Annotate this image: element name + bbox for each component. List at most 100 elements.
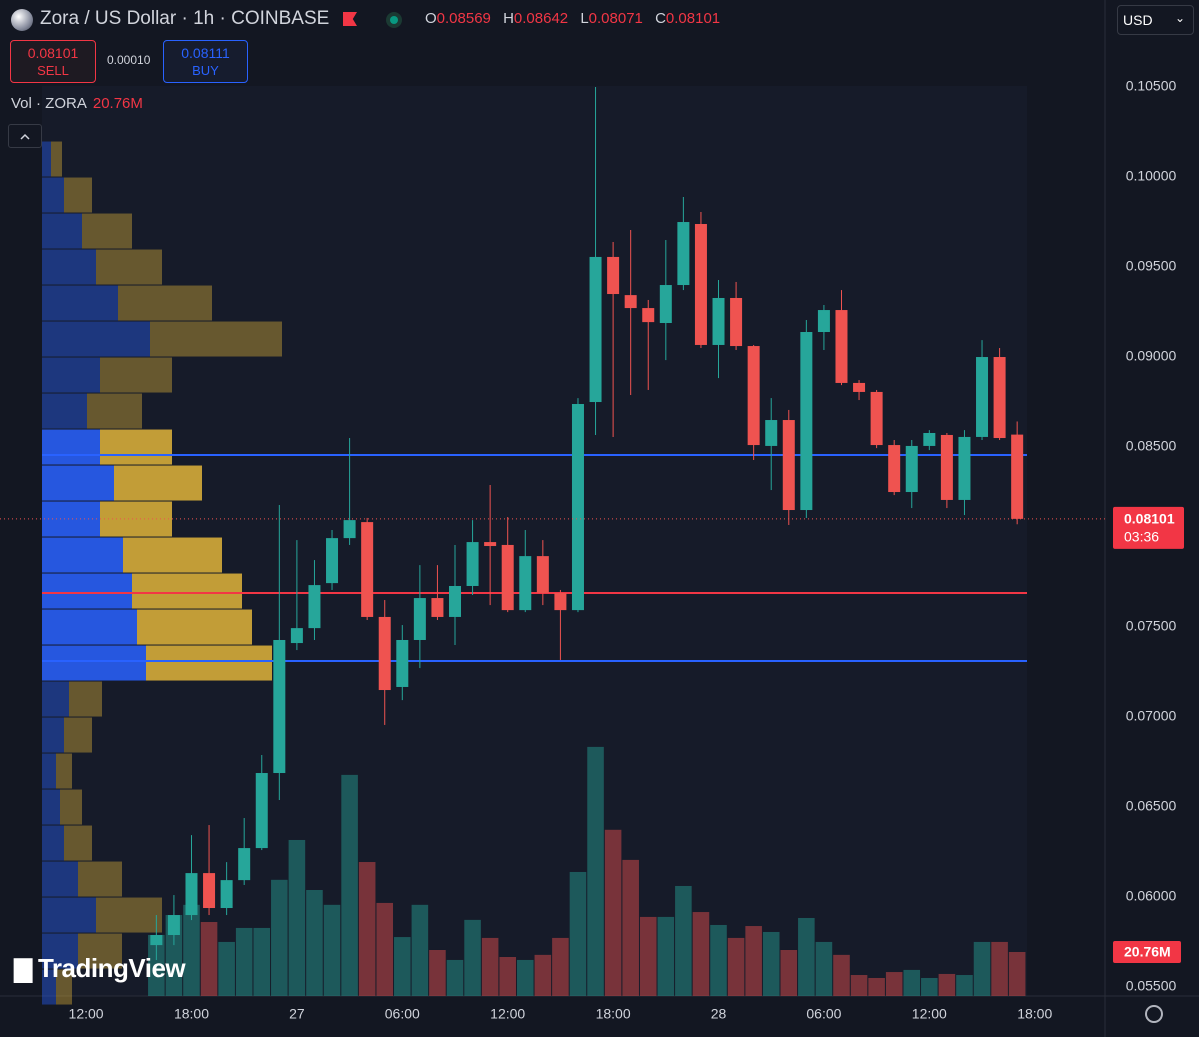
candle-body — [835, 310, 848, 383]
candle-body — [571, 404, 584, 611]
y-tick-label: 0.06000 — [1126, 888, 1177, 904]
volume-bar — [306, 890, 323, 996]
volume-bar — [394, 937, 411, 996]
collapse-button[interactable] — [8, 124, 42, 148]
profile-up — [42, 681, 69, 717]
volume-legend: Vol · ZORA 20.76M — [11, 95, 143, 112]
profile-down — [78, 861, 122, 897]
profile-up — [42, 573, 132, 609]
ohlc-key: C — [655, 10, 666, 27]
profile-up — [42, 717, 64, 753]
buy-button[interactable]: 0.08111 BUY — [163, 40, 248, 83]
profile-up — [42, 861, 78, 897]
candle-body — [326, 538, 339, 584]
candle-body — [747, 346, 760, 446]
profile-down — [114, 465, 202, 501]
volume-bar — [323, 904, 341, 996]
volume-bar — [833, 954, 850, 996]
candle-body — [607, 256, 620, 295]
profile-down — [87, 393, 142, 429]
candle-body — [958, 436, 971, 500]
watermark: ▇ TradingView — [14, 953, 186, 984]
candle-body — [870, 391, 883, 446]
ohlc-key: L — [580, 10, 589, 27]
candle-body — [923, 432, 936, 446]
candle-body — [203, 873, 216, 909]
profile-down — [64, 177, 92, 213]
volume-bar — [534, 954, 552, 996]
symbol-title[interactable]: Zora / US Dollar · 1h · COINBASE — [40, 8, 330, 29]
volume-bar — [762, 931, 780, 996]
candle-body — [976, 357, 989, 437]
profile-down — [64, 717, 92, 753]
profile-up — [42, 249, 96, 285]
profile-up — [42, 285, 118, 321]
candle-body — [800, 332, 813, 511]
candle-body — [853, 382, 866, 392]
profile-down — [51, 141, 62, 177]
profile-up — [42, 141, 51, 177]
volume-bar — [183, 904, 200, 996]
y-tick-label: 0.10500 — [1126, 78, 1177, 94]
volume-bar — [868, 977, 885, 996]
candle-body — [782, 420, 795, 511]
candle-body — [712, 297, 725, 345]
volume-bar — [165, 915, 183, 996]
profile-up — [42, 393, 87, 429]
ohlc-key: H — [503, 10, 514, 27]
candle-body — [940, 434, 953, 500]
settings-button[interactable] — [1145, 1005, 1163, 1023]
status-dot — [386, 12, 402, 28]
volume-bar — [956, 975, 973, 996]
profile-down — [146, 645, 272, 681]
sell-button[interactable]: 0.08101 SELL — [10, 40, 96, 83]
sell-label: SELL — [37, 63, 69, 78]
candle-body — [308, 585, 321, 629]
y-tick-label: 0.09500 — [1126, 258, 1177, 274]
volume-bar — [464, 919, 481, 996]
x-tick-label: 18:00 — [596, 1006, 631, 1022]
volume-bar — [639, 916, 657, 996]
candle-body — [255, 773, 268, 849]
profile-up — [42, 465, 114, 501]
volume-bar — [657, 916, 675, 996]
candle-body — [817, 310, 830, 333]
volume-bar — [148, 934, 165, 996]
profile-up — [42, 933, 78, 969]
volume-bar — [921, 977, 938, 996]
volume-bar — [780, 949, 798, 996]
profile-down — [96, 249, 162, 285]
candle-body — [220, 880, 233, 909]
watermark-logo: ▇ — [14, 956, 32, 983]
volume-bar — [991, 941, 1008, 996]
volume-bar — [938, 973, 956, 996]
candle-body — [501, 544, 514, 611]
volume-bar — [815, 941, 833, 996]
profile-up — [42, 969, 56, 1005]
ohlc-legend: O0.08569 H0.08642 L0.08071 C0.08101 — [425, 10, 728, 27]
candle-body — [905, 445, 918, 493]
profile-up — [42, 177, 64, 213]
volume-bar — [552, 937, 569, 996]
candle-body — [554, 593, 567, 611]
watermark-text: TradingView — [37, 953, 186, 983]
volume-title: Vol · ZORA — [11, 95, 87, 112]
currency-button[interactable]: USD ⌄ — [1117, 5, 1194, 35]
candle-body — [888, 445, 901, 493]
y-tick-label: 0.09000 — [1126, 348, 1177, 364]
candle-body — [993, 357, 1006, 439]
flag-icon[interactable] — [343, 12, 357, 26]
volume-bar — [973, 941, 991, 996]
volume-bar — [1008, 951, 1026, 996]
candle-body — [642, 308, 655, 323]
volume-bar — [499, 956, 516, 996]
profile-up — [42, 501, 100, 537]
candle-body — [150, 935, 163, 946]
volume-bar — [587, 746, 604, 996]
profile-up — [42, 357, 100, 393]
profile-up — [42, 537, 123, 573]
volume-bar — [727, 937, 745, 996]
currency-label: USD — [1123, 12, 1153, 28]
